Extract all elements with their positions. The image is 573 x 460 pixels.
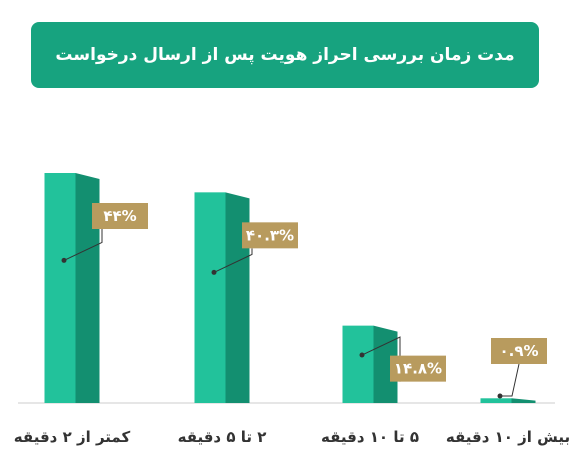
value-label-box-0 bbox=[92, 203, 148, 229]
leader-line-0 bbox=[63, 229, 103, 261]
chart-title-bar: مدت زمان بررسی احراز هویت پس از ارسال در… bbox=[31, 22, 539, 88]
bar-front-1 bbox=[194, 192, 226, 403]
leader-dot-1 bbox=[211, 269, 217, 275]
value-label-box-2 bbox=[390, 355, 446, 382]
bar-front-2 bbox=[342, 325, 374, 403]
bar-front-3 bbox=[480, 398, 512, 403]
bar-side-2 bbox=[373, 325, 398, 403]
leader-line-3 bbox=[500, 363, 520, 397]
value-label-box-1 bbox=[242, 222, 298, 249]
category-label-3: بیش از ۱۰ دقیقه bbox=[446, 428, 570, 446]
value-label-box-3 bbox=[491, 338, 547, 364]
value-label-1: ۴۰.۳% bbox=[246, 226, 294, 244]
category-label-2: ۵ تا ۱۰ دقیقه bbox=[321, 428, 419, 446]
value-label-2: ۱۴.۸% bbox=[394, 360, 442, 378]
category-label-0: کمتر از ۲ دقیقه bbox=[14, 428, 131, 446]
bar-side-3 bbox=[511, 398, 536, 403]
bar-side-0 bbox=[75, 173, 100, 403]
leader-dot-0 bbox=[61, 257, 67, 263]
leader-dot-3 bbox=[497, 393, 503, 399]
chart-title: مدت زمان بررسی احراز هویت پس از ارسال در… bbox=[55, 45, 515, 65]
value-label-3: ۰.۹% bbox=[499, 342, 538, 360]
category-label-1: ۲ تا ۵ دقیقه bbox=[178, 428, 267, 446]
leader-line-1 bbox=[213, 248, 253, 273]
bar-front-0 bbox=[44, 173, 76, 403]
leader-dot-2 bbox=[359, 352, 365, 358]
value-label-0: ۴۴% bbox=[103, 207, 136, 225]
